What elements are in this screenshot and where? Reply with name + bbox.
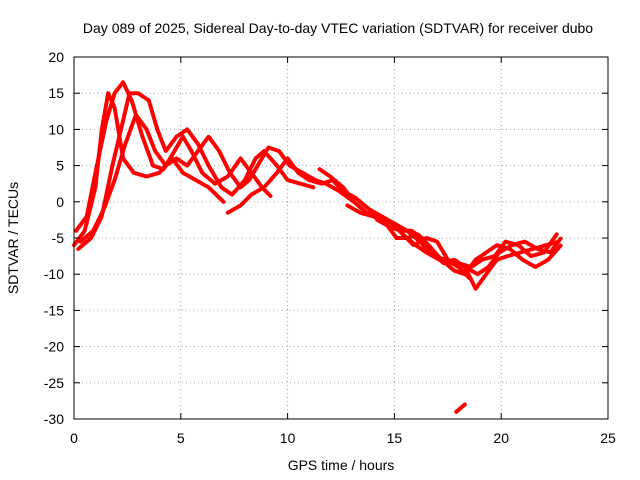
axis-ticks: 0 5 10 15 20 25 -30 -25 -20 -15 -10 -5 0 5 10 15 20 bbox=[44, 49, 616, 446]
y-tick-label: 20 bbox=[48, 49, 64, 65]
series-track-3 bbox=[76, 91, 316, 251]
series-track-10 bbox=[454, 402, 467, 414]
y-tick-label: 0 bbox=[56, 194, 64, 210]
x-tick-label: 25 bbox=[600, 430, 616, 446]
x-tick-label: 5 bbox=[177, 430, 185, 446]
y-tick-label: 5 bbox=[56, 158, 64, 174]
x-axis-label: GPS time / hours bbox=[288, 457, 395, 473]
grid-lines bbox=[74, 57, 608, 419]
y-tick-label: -20 bbox=[44, 339, 64, 355]
x-tick-label: 10 bbox=[280, 430, 296, 446]
x-tick-label: 0 bbox=[70, 430, 78, 446]
y-tick-label: -30 bbox=[44, 411, 64, 427]
y-tick-label: 15 bbox=[48, 85, 64, 101]
y-tick-label: -15 bbox=[44, 302, 64, 318]
series-track-5 bbox=[225, 156, 472, 280]
series-track-2 bbox=[74, 80, 273, 233]
y-tick-label: -10 bbox=[44, 266, 64, 282]
series-track-4 bbox=[78, 112, 356, 244]
y-axis-label: SDTVAR / TECUs bbox=[5, 182, 21, 294]
y-tick-label: -5 bbox=[52, 230, 65, 246]
y-tick-label: 10 bbox=[48, 121, 64, 137]
y-tick-label: -25 bbox=[44, 375, 64, 391]
series-track-6 bbox=[317, 167, 561, 291]
x-tick-label: 20 bbox=[493, 430, 509, 446]
chart-title: Day 089 of 2025, Sidereal Day-to-day VTE… bbox=[83, 20, 593, 36]
data-series bbox=[72, 80, 563, 414]
x-tick-label: 15 bbox=[387, 430, 403, 446]
series-track-9 bbox=[400, 232, 559, 269]
